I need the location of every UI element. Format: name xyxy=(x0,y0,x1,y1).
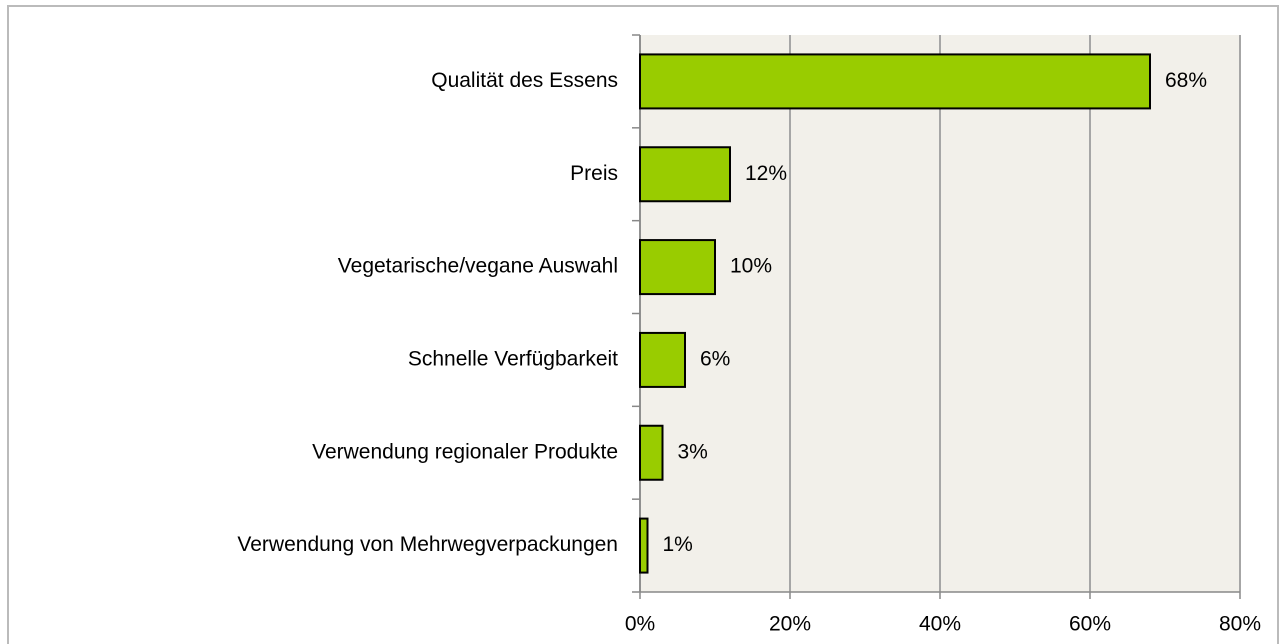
x-tick-label: 0% xyxy=(625,613,655,636)
x-tick-label: 40% xyxy=(919,613,961,636)
bar xyxy=(639,517,649,574)
value-label: 68% xyxy=(1165,69,1207,92)
x-tick-label: 60% xyxy=(1069,613,1111,636)
y-tick-label: Schnelle Verfügbarkeit xyxy=(408,347,618,370)
bar xyxy=(639,331,686,388)
y-tick-label: Verwendung regionaler Produkte xyxy=(312,440,618,463)
chart-border xyxy=(7,5,1279,644)
value-label: 10% xyxy=(730,255,772,278)
y-tick-label: Qualität des Essens xyxy=(431,69,618,92)
bar xyxy=(639,53,1151,110)
bar xyxy=(639,424,664,481)
bar xyxy=(639,239,716,296)
x-tick-label: 80% xyxy=(1219,613,1261,636)
value-label: 1% xyxy=(663,533,693,556)
y-tick-label: Vegetarische/vegane Auswahl xyxy=(338,255,618,278)
value-label: 3% xyxy=(678,440,708,463)
bar xyxy=(639,146,731,203)
y-tick-label: Preis xyxy=(570,162,618,185)
value-label: 6% xyxy=(700,347,730,370)
y-tick-label: Verwendung von Mehrwegverpackungen xyxy=(237,533,618,556)
value-label: 12% xyxy=(745,162,787,185)
x-tick-label: 20% xyxy=(769,613,811,636)
